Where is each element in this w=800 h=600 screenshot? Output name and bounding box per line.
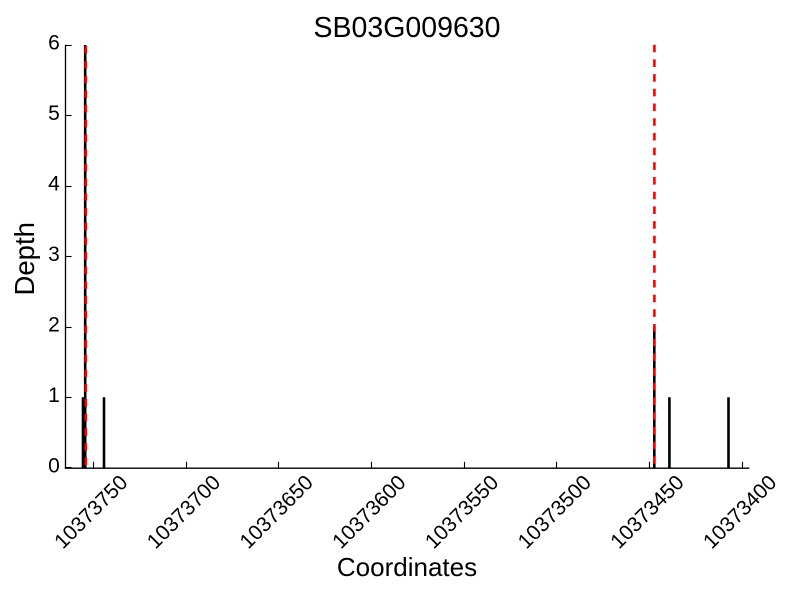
svg-text:Depth: Depth — [9, 222, 40, 295]
svg-text:6: 6 — [48, 32, 60, 55]
svg-text:2: 2 — [48, 314, 60, 337]
svg-text:4: 4 — [48, 173, 60, 196]
svg-text:SB03G009630: SB03G009630 — [314, 12, 501, 44]
svg-text:5: 5 — [48, 102, 60, 125]
svg-text:Coordinates: Coordinates — [337, 552, 477, 582]
svg-text:3: 3 — [48, 243, 60, 266]
svg-text:1: 1 — [48, 384, 60, 407]
svg-text:0: 0 — [48, 455, 60, 478]
